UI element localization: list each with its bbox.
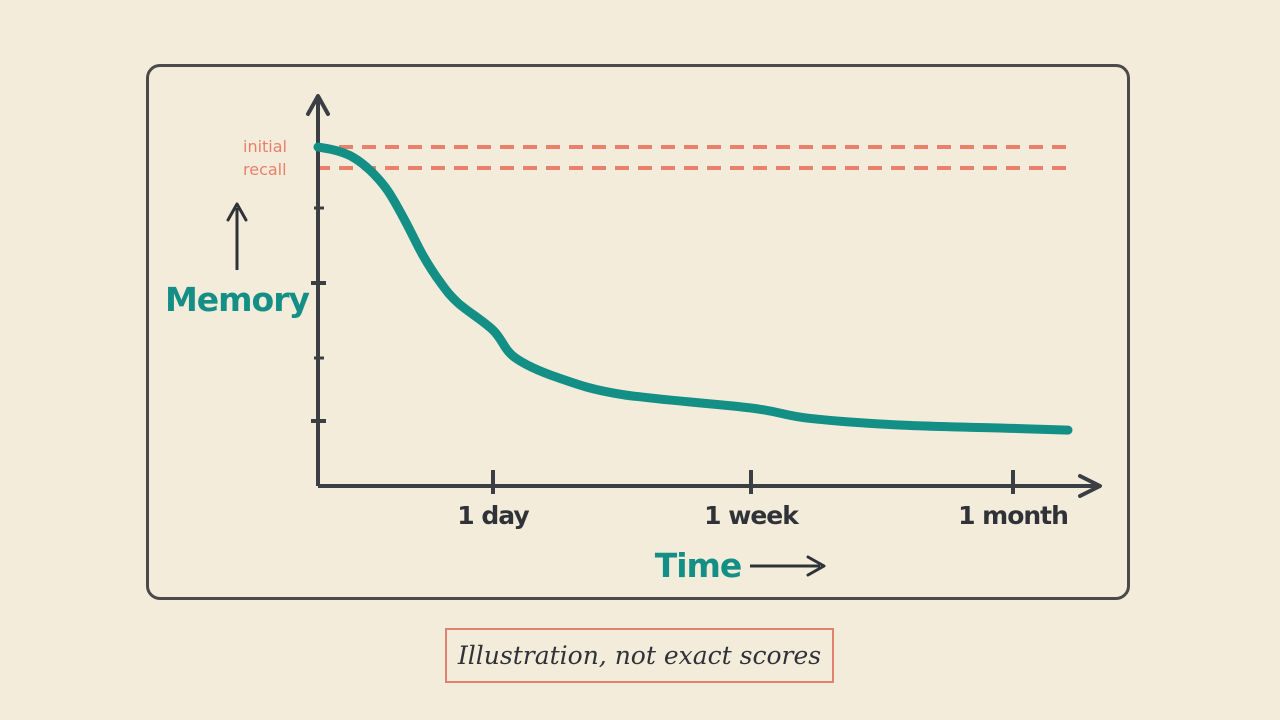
x-axis-label: Time <box>655 546 742 585</box>
reference-label-line1: initial <box>243 137 287 156</box>
y-label-arrowhead <box>226 202 248 222</box>
chart-frame <box>146 64 1130 600</box>
x-tick-label-0: 1 day <box>457 501 529 530</box>
x-tick-label-2: 1 month <box>958 501 1068 530</box>
x-tick-label-1: 1 week <box>704 501 800 530</box>
forgetting-curve-line <box>313 142 1073 435</box>
y-axis-label: Memory <box>165 280 310 319</box>
y-axis-arrowhead <box>306 94 330 116</box>
illustration-caption: Illustration, not exact scores <box>445 628 834 683</box>
x-ticks: 1 day 1 week 1 month <box>457 470 1069 530</box>
x-axis-arrowhead <box>1078 474 1102 498</box>
reference-label-line2: recall <box>243 160 287 179</box>
x-label-arrowhead <box>806 555 826 577</box>
